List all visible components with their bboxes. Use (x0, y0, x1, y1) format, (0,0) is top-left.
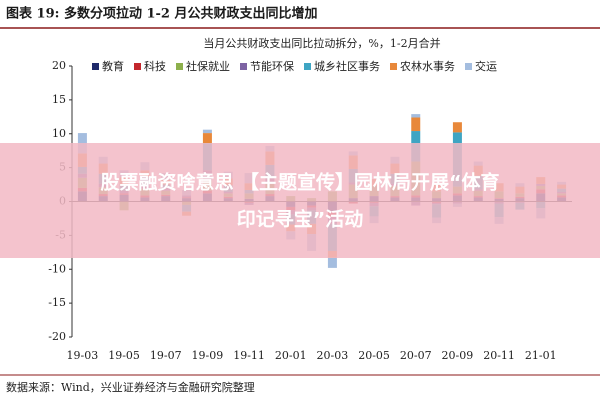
overlay-band (0, 143, 600, 258)
overlay-text: 股票融资啥意思 【主题宣传】园林局开展“体育 (100, 171, 499, 194)
legend-swatch (134, 63, 141, 70)
bar-segment (411, 117, 421, 132)
legend-label: 社保就业 (186, 59, 230, 73)
bar-segment (411, 114, 421, 118)
legend-label: 交运 (475, 59, 497, 73)
overlay-text: 印记寻宝”活动 (237, 208, 364, 231)
x-tick-label: 19-05 (108, 349, 140, 362)
x-tick-label: 19-03 (67, 349, 99, 362)
x-tick-label: 20-01 (275, 349, 307, 362)
legend-label: 教育 (102, 59, 124, 73)
x-tick-label: 20-03 (317, 349, 349, 362)
legend-swatch (304, 63, 311, 70)
x-tick-label: 19-09 (192, 349, 224, 362)
legend-label: 科技 (144, 59, 166, 73)
legend-swatch (390, 63, 397, 70)
y-tick-label: -15 (48, 296, 66, 309)
bar-segment (202, 129, 212, 134)
legend-label: 农林水事务 (400, 59, 455, 73)
chart-title: 图表 19: 多数分项拉动 1-2 月公共财政支出同比增加 (6, 6, 317, 22)
x-tick-label: 20-09 (442, 349, 474, 362)
bar-segment (327, 257, 337, 268)
y-tick-label: 20 (52, 59, 66, 72)
x-tick-label: 19-11 (233, 349, 265, 362)
x-tick-label: 20-05 (358, 349, 390, 362)
x-tick-label: 20-11 (483, 349, 515, 362)
legend-label: 节能环保 (250, 59, 294, 73)
x-tick-label: 19-07 (150, 349, 182, 362)
y-tick-label: -10 (48, 262, 66, 275)
y-tick-label: -20 (48, 330, 66, 343)
legend-swatch (465, 63, 472, 70)
legend-swatch (176, 63, 183, 70)
y-tick-label: 15 (52, 93, 66, 106)
legend-swatch (92, 63, 99, 70)
source-note: 数据来源：Wind，兴业证券经济与金融研究院整理 (6, 380, 255, 394)
chart-subtitle: 当月公共财政支出同比拉动拆分，%，1-2月合并 (203, 36, 440, 50)
y-tick-label: 10 (52, 127, 66, 140)
x-tick-label: 20-07 (400, 349, 432, 362)
bar-segment (452, 122, 462, 133)
x-tick-label: 21-01 (525, 349, 557, 362)
legend-label: 城乡社区事务 (314, 59, 380, 73)
bar-segment (202, 133, 212, 144)
legend-swatch (240, 63, 247, 70)
